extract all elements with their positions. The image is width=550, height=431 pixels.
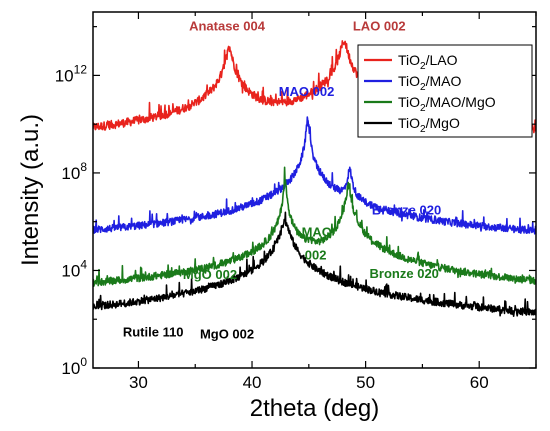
y-tick-exponent: 4 — [80, 257, 87, 271]
x-tick-label: 40 — [243, 373, 262, 392]
series-line-4 — [93, 211, 536, 318]
y-tick-base: 10 — [61, 359, 80, 378]
y-tick-label: 100 — [61, 355, 87, 378]
peak-annotation: Rutile 110 — [123, 324, 184, 339]
x-tick-label: 30 — [129, 373, 148, 392]
legend-entry: TiO2/MAO/MgO — [398, 94, 496, 114]
legend-text-rest: /MAO — [426, 73, 462, 89]
y-tick-base: 10 — [61, 261, 80, 280]
peak-annotation: MgO 002 — [200, 327, 254, 342]
legend-text-main: TiO — [398, 52, 420, 68]
x-tick-label: 50 — [356, 373, 375, 392]
peak-annotation: MAO 002 — [279, 84, 335, 99]
peak-annotation: MgO 002 — [183, 267, 237, 282]
y-tick-base: 10 — [61, 164, 80, 183]
peak-annotation: Anatase 004 — [189, 18, 266, 33]
series-line-2 — [93, 116, 536, 235]
legend-text-sub: 2 — [420, 103, 426, 114]
peak-annotation: Bronze 020 — [370, 266, 439, 281]
legend-text-main: TiO — [398, 115, 420, 131]
legend-text-rest: /MAO/MgO — [426, 94, 496, 110]
peak-annotation: 002 — [305, 247, 327, 262]
legend-entry: TiO2/MgO — [398, 115, 460, 135]
y-tick-exponent: 0 — [80, 355, 87, 369]
series-line-3 — [93, 166, 536, 288]
legend-text-rest: /MgO — [426, 115, 460, 131]
peak-annotation: LAO 002 — [353, 18, 406, 33]
legend-entry: TiO2/LAO — [398, 52, 458, 72]
peak-annotation: MAO — [302, 224, 332, 239]
y-tick-exponent: 8 — [80, 160, 87, 174]
y-tick-label: 108 — [61, 160, 87, 183]
y-tick-label: 104 — [61, 257, 87, 280]
legend-entry: TiO2/MAO — [398, 73, 461, 93]
legend-text-sub: 2 — [420, 124, 426, 135]
x-axis-title: 2theta (deg) — [250, 395, 379, 422]
legend-text-sub: 2 — [420, 61, 426, 72]
legend-text-rest: /LAO — [426, 52, 458, 68]
y-tick-exponent: 12 — [74, 62, 88, 76]
legend-text-main: TiO — [398, 94, 420, 110]
y-tick-label: 1012 — [55, 62, 88, 85]
y-tick-base: 10 — [55, 66, 74, 85]
annotation-layer: Anatase 004 LAO 002 MAO 002 Bronze 020 MAO 00… — [123, 18, 441, 341]
plot-frame — [92, 11, 537, 369]
y-axis-title: Intensity (a.u.) — [17, 114, 44, 266]
x-tick-label: 60 — [470, 373, 489, 392]
legend-text-sub: 2 — [420, 82, 426, 93]
peak-annotation: Bronze 020 — [372, 202, 441, 217]
legend-text-main: TiO — [398, 73, 420, 89]
